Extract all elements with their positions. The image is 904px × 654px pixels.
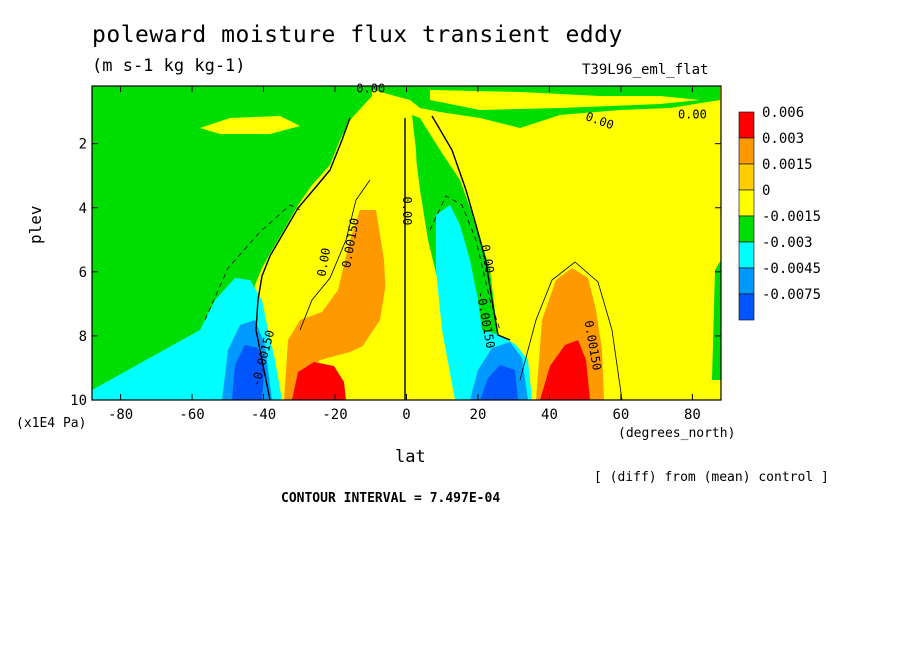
contour-label: 0.00 (314, 247, 333, 278)
contour-label: 0.00 (400, 197, 414, 226)
x-tick-label: 60 (613, 407, 630, 423)
fill-green-south (92, 86, 372, 400)
fill-red-north (540, 340, 590, 400)
colorbar-tick-label: 0.0015 (762, 157, 813, 173)
axis-layer: -80 -60 -40 -20 0 20 40 60 80 2 4 6 8 10 (70, 86, 721, 423)
x-tick-label: 20 (470, 407, 487, 423)
colorbar-legend: 0.006 0.003 0.0015 0 -0.0015 -0.003 -0.0045 -0.… (738, 105, 821, 321)
colorbar-swatch (738, 189, 755, 217)
y-tick-label: 10 (70, 393, 87, 409)
contour-zero-north (431, 115, 511, 341)
colorbar-tick-label: -0.0045 (762, 261, 821, 277)
colorbar-swatch (738, 215, 755, 243)
contour-positive-south (299, 179, 371, 331)
y-tick-label: 8 (79, 329, 87, 345)
x-axis-label: lat (395, 447, 426, 467)
colorbar-swatch (738, 241, 755, 269)
contour-lines (204, 115, 623, 400)
fill-darkblue-north (480, 365, 518, 400)
chart-units: (m s-1 kg kg-1) (92, 56, 246, 76)
y-tick-label: 2 (79, 137, 87, 153)
x-tick-label: 0 (402, 407, 410, 423)
fill-orange-south (284, 210, 386, 400)
fill-green-right-edge (712, 260, 721, 380)
x-tick-label: 40 (541, 407, 558, 423)
colorbar-swatch (738, 111, 755, 139)
colorbar-tick-label: 0.006 (762, 105, 804, 121)
colorbar-swatch (738, 293, 755, 321)
y-tick-label: 6 (79, 265, 87, 281)
contour-interval-label: CONTOUR INTERVAL = 7.497E-04 (281, 491, 501, 506)
y-axis-unit: (x1E4 Pa) (16, 416, 87, 431)
x-tick-label: -40 (251, 407, 276, 423)
contour-label: 0.00 (678, 107, 707, 121)
contour-negative-south (204, 204, 301, 321)
colorbar-tick-label: -0.0015 (762, 209, 821, 225)
contour-zero-south (255, 117, 351, 400)
contour-label: 0.00 (356, 82, 385, 96)
x-tick-label: -60 (179, 407, 204, 423)
contour-fill-layer (92, 86, 721, 400)
contour-label: 0.00 (478, 243, 497, 274)
x-axis-unit: (degrees_north) (618, 426, 736, 441)
chart-title: poleward moisture flux transient eddy (92, 22, 623, 48)
colorbar-tick-label: 0 (762, 183, 770, 199)
fill-yellow-top-left (200, 116, 300, 134)
contour-positive-north (519, 261, 623, 400)
colorbar-swatch (738, 137, 755, 165)
x-tick-label: -80 (108, 407, 133, 423)
fill-yellow-center (350, 96, 430, 400)
fill-yellow-top-right (430, 90, 700, 110)
y-tick-label: 4 (79, 201, 87, 217)
x-tick-label: -20 (322, 407, 347, 423)
fill-red-south (292, 362, 346, 400)
experiment-label: T39L96_eml_flat (582, 62, 709, 78)
colorbar-swatch (738, 267, 755, 295)
fill-darkblue-south (232, 345, 264, 400)
difference-note: [ (diff) from (mean) control ] (594, 470, 829, 485)
x-tick-label: 80 (684, 407, 701, 423)
colorbar-tick-label: -0.003 (762, 235, 813, 251)
colorbar-tick-label: -0.0075 (762, 287, 821, 303)
contour-negative-north (429, 195, 501, 331)
colorbar-tick-label: 0.003 (762, 131, 804, 147)
colorbar-swatch (738, 163, 755, 191)
